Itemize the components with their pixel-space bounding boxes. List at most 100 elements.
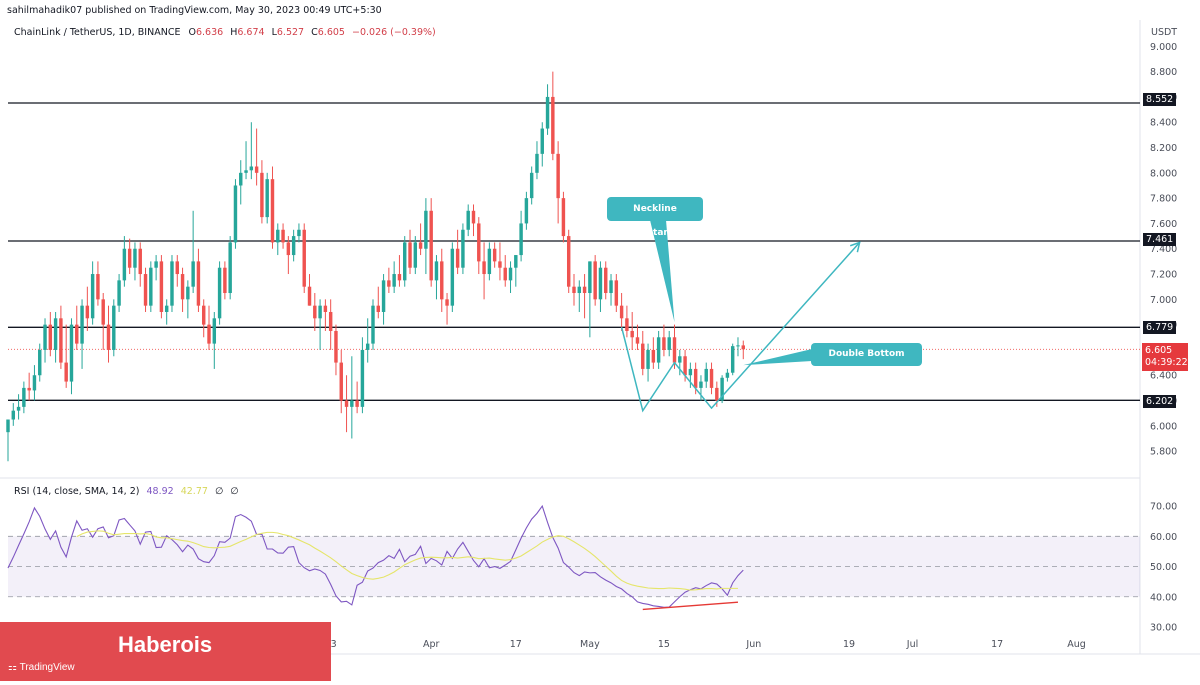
ohlc-low: 6.527 <box>276 27 305 38</box>
candle-body <box>286 242 291 256</box>
candle-body <box>614 280 619 306</box>
candle-body <box>339 362 343 401</box>
candle-body <box>588 261 592 294</box>
candle-body <box>233 185 238 243</box>
rsi-tick-label: 70.00 <box>1150 502 1177 513</box>
tradingview-logo[interactable]: ⚏ TradingView <box>8 662 75 673</box>
candle-body <box>85 305 90 319</box>
rsi-legend-sma: 42.77 <box>180 486 208 497</box>
candle-body <box>577 286 582 294</box>
candle-body <box>397 274 402 281</box>
candle-body <box>64 362 68 382</box>
candle-body <box>297 229 301 237</box>
symbol-name: ChainLink / TetherUS, 1D, BINANCE <box>14 27 181 38</box>
candle-body <box>625 318 629 331</box>
candle-body <box>387 280 391 287</box>
candle-body <box>699 381 703 388</box>
candle-body <box>344 400 349 407</box>
rsi-sma-line <box>76 530 738 591</box>
candle-body <box>635 337 640 344</box>
candle-body <box>228 242 232 294</box>
candle-body <box>434 261 439 281</box>
price-tick-label: 9.000 <box>1150 42 1177 53</box>
candle-body <box>651 349 656 363</box>
candle-body <box>445 299 449 306</box>
candle-body <box>202 305 206 325</box>
candle-body <box>276 229 280 243</box>
tradingview-logo-text: TradingView <box>19 662 75 673</box>
candle-body <box>355 400 359 407</box>
time-tick-label: 17 <box>991 639 1003 650</box>
candle-body <box>725 372 730 378</box>
time-tick-label: Aug <box>1067 639 1086 650</box>
candle-body <box>239 172 243 186</box>
price-tick-label: 7.600 <box>1150 219 1177 230</box>
current-price-value: 6.605 <box>1145 345 1173 356</box>
candle-body <box>217 267 222 319</box>
candle-body <box>90 274 95 319</box>
candle-body <box>191 261 195 287</box>
candle-body <box>630 330 634 338</box>
neckline-pointer <box>650 220 675 323</box>
candle-body <box>270 179 275 243</box>
publisher-line: sahilmahadik07 published on TradingView.… <box>7 5 382 16</box>
candle-body <box>535 153 539 173</box>
pattern-arrowhead <box>849 241 861 253</box>
candle-body <box>318 305 322 319</box>
candle-body <box>59 318 63 363</box>
candle-body <box>413 242 418 268</box>
candle-body <box>143 274 148 306</box>
candle-body <box>27 387 31 391</box>
candle-body <box>350 400 354 407</box>
rsi-legend-label: RSI (14, close, SMA, 14, 2) <box>14 486 140 497</box>
candle-body <box>127 248 132 268</box>
time-tick-label: 15 <box>658 639 670 650</box>
time-tick-label: Jun <box>745 639 761 650</box>
level-tag-6779: 6.779 <box>1143 321 1177 334</box>
candle-body <box>323 305 328 312</box>
candle-body <box>471 210 476 224</box>
candle-body <box>392 274 396 287</box>
candle-body <box>186 286 190 300</box>
candle-body <box>455 248 460 268</box>
candle-body <box>196 261 201 306</box>
level-tag-7461: 7.461 <box>1143 233 1177 246</box>
candle-body <box>302 229 306 287</box>
candle-body <box>524 198 529 224</box>
time-tick-label: May <box>580 639 600 650</box>
current-price-countdown: 04:39:22 <box>1145 357 1188 368</box>
candle-body <box>180 274 185 300</box>
rsi-legend: RSI (14, close, SMA, 14, 2) 48.92 42.77 … <box>14 486 239 497</box>
price-tick-label: 7.000 <box>1150 295 1177 306</box>
candle-body <box>662 337 666 350</box>
candle-body <box>75 324 79 344</box>
candle-body <box>450 248 455 306</box>
ohlc-high: 6.674 <box>237 27 265 38</box>
price-tick-label: 8.000 <box>1150 168 1177 179</box>
candle-body <box>328 311 333 331</box>
candle-body <box>593 261 597 300</box>
candle-body <box>619 305 624 319</box>
tradingview-icon: ⚏ <box>8 662 17 673</box>
candle-body <box>561 198 566 237</box>
candle-body <box>487 248 492 275</box>
rsi-tick-label: 40.00 <box>1150 592 1177 603</box>
double-bottom-callout: Double Bottom Pattern <box>811 343 922 382</box>
price-tick-label: 5.800 <box>1150 447 1177 458</box>
candle-body <box>693 368 698 388</box>
price-tick-label: 8.400 <box>1150 118 1177 129</box>
candle-body <box>514 255 518 268</box>
ohlc-open-label: O <box>188 27 196 38</box>
candle-body <box>572 286 576 294</box>
candle-body <box>122 248 127 281</box>
rsi-line <box>7 504 744 608</box>
candle-body <box>6 419 10 433</box>
candle-body <box>556 153 560 199</box>
candle-body <box>688 368 693 376</box>
price-tick-label: 7.200 <box>1150 270 1177 281</box>
price-tick-label: 6.400 <box>1150 371 1177 382</box>
candle-body <box>709 368 714 388</box>
candle-body <box>207 324 211 344</box>
candle-body <box>22 387 26 407</box>
